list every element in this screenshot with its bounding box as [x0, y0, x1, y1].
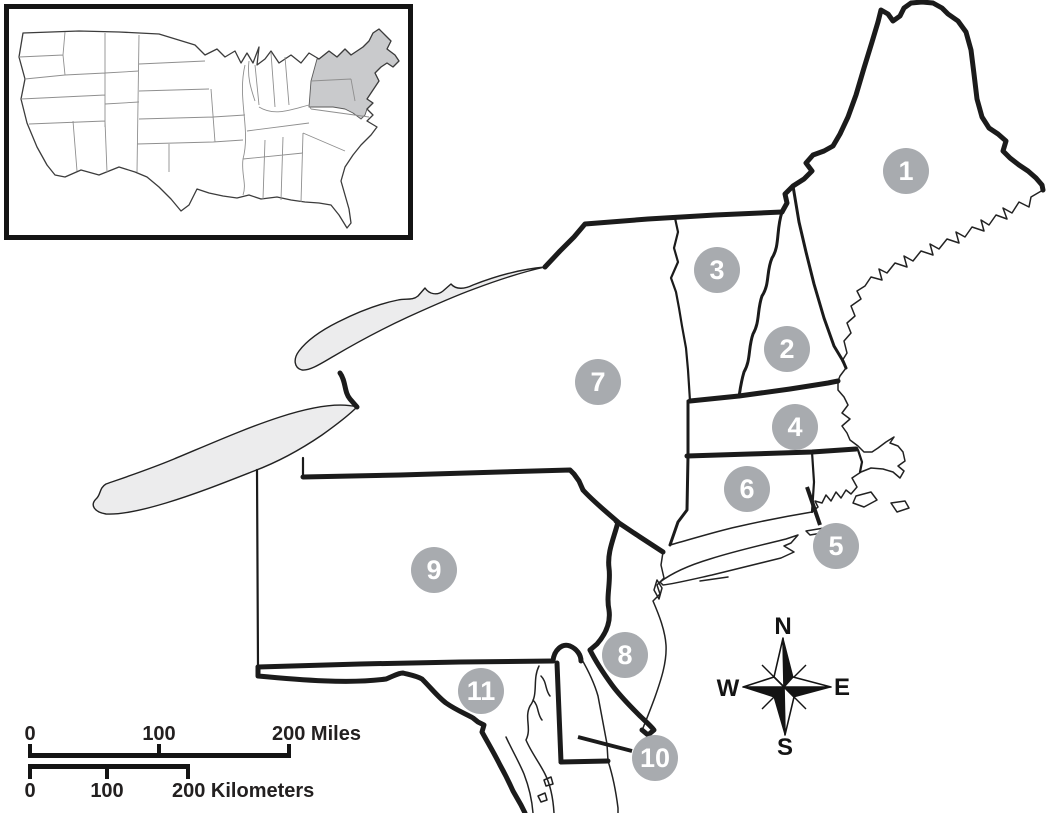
- marker-leader-lines: [577, 486, 822, 753]
- compass-label-east: E: [834, 674, 850, 701]
- marker-new-york[interactable]: 7: [575, 359, 621, 405]
- inset-northeast-highlight: [308, 28, 400, 120]
- kilometers-tick-100: [105, 769, 109, 779]
- miles-tick-200: [287, 744, 291, 754]
- long-island-barrier-beach: [699, 576, 729, 582]
- leader-line-rhode-island: [805, 486, 822, 526]
- lake-erie: [92, 404, 358, 515]
- marker-new-jersey[interactable]: 8: [602, 632, 648, 678]
- kilometers-tick-0: [28, 769, 32, 779]
- border-pennsylvania-ohio: [255, 468, 260, 669]
- new-jersey-atlantic-coastline: [642, 551, 667, 729]
- us-locator-inset-map: [18, 28, 400, 229]
- marker-massachusetts[interactable]: 4: [772, 404, 818, 450]
- miles-label-100: 100: [142, 723, 175, 745]
- border-new-york-connecticut: [668, 454, 690, 547]
- border-new-york-new-jersey: [613, 518, 666, 555]
- nantucket-island: [890, 500, 910, 513]
- marker-pennsylvania[interactable]: 9: [411, 547, 457, 593]
- coastlines: [505, 189, 1044, 813]
- marker-maine[interactable]: 1: [883, 148, 929, 194]
- delaware-north-arc: [550, 642, 584, 664]
- border-rhode-island-massachusetts: [856, 448, 864, 474]
- new-jersey-delaware-bay-shore: [587, 647, 657, 738]
- border-massachusetts-connecticut-rhode-island: [684, 446, 859, 459]
- miles-tick-100: [157, 744, 161, 754]
- compass-west-point-dark: [742, 686, 786, 698]
- major-borders: [255, 0, 1046, 813]
- compass-label-south: S: [777, 734, 793, 761]
- border-delaware-maryland-south: [558, 758, 611, 765]
- kilometers-label-200: 200 Kilometers: [172, 780, 314, 802]
- kilometers-label-100: 100: [90, 780, 123, 802]
- border-new-york-vermont: [669, 216, 692, 403]
- kilometers-tick-200: [186, 769, 190, 779]
- great-lakes: [92, 266, 546, 515]
- marker-connecticut[interactable]: 6: [724, 466, 770, 512]
- marker-rhode-island[interactable]: 5: [813, 523, 859, 569]
- inset-state-lines: [18, 31, 370, 203]
- inset-us-outline: [18, 28, 400, 229]
- compass-rose: N E S W: [717, 613, 850, 761]
- border-vermont-new-hampshire: [737, 210, 784, 399]
- lake-ontario: [294, 266, 546, 371]
- leader-line-delaware: [577, 735, 633, 753]
- miles-label-200: 200 Miles: [272, 723, 361, 745]
- massachusetts-cape-cod-coastline: [669, 380, 906, 546]
- miles-label-0: 0: [24, 723, 35, 745]
- border-delaware-maryland-west: [554, 660, 564, 765]
- scale-bar: 0 100 200 Miles 0 100 200 Kilometers: [24, 723, 361, 802]
- kilometers-label-0: 0: [24, 780, 35, 802]
- compass-east-point-light: [783, 676, 832, 688]
- niagara-river: [337, 370, 360, 410]
- border-maine-new-hampshire: [791, 184, 848, 370]
- kilometers-bar: [28, 764, 190, 769]
- us-locator-inset: [4, 4, 413, 240]
- canada-border-maine-outline: [779, 0, 1046, 215]
- delaware-bay-coastline: [580, 657, 619, 813]
- chesapeake-bay-shoreline: [505, 665, 555, 813]
- compass-label-west: W: [717, 675, 740, 702]
- compass-label-north: N: [774, 613, 791, 640]
- marker-maryland[interactable]: 11: [458, 668, 504, 714]
- long-island: [659, 534, 799, 586]
- potomac-river-border: [255, 664, 528, 813]
- mason-dixon-line: [255, 658, 556, 670]
- manhattan-island: [653, 579, 663, 600]
- miles-tick-0: [28, 744, 32, 754]
- miles-bar: [28, 753, 291, 758]
- chesapeake-islands: [537, 776, 554, 803]
- border-massachusetts-north: [687, 378, 841, 404]
- canada-border-st-lawrence-45th: [542, 209, 785, 270]
- border-new-york-pennsylvania: [300, 467, 586, 493]
- marker-delaware[interactable]: 10: [632, 735, 678, 781]
- maine-coastline: [841, 189, 1044, 369]
- marker-vermont[interactable]: 3: [694, 247, 740, 293]
- marker-new-hampshire[interactable]: 2: [764, 326, 810, 372]
- delaware-river-border: [580, 487, 621, 653]
- marthas-vineyard-island: [852, 491, 878, 508]
